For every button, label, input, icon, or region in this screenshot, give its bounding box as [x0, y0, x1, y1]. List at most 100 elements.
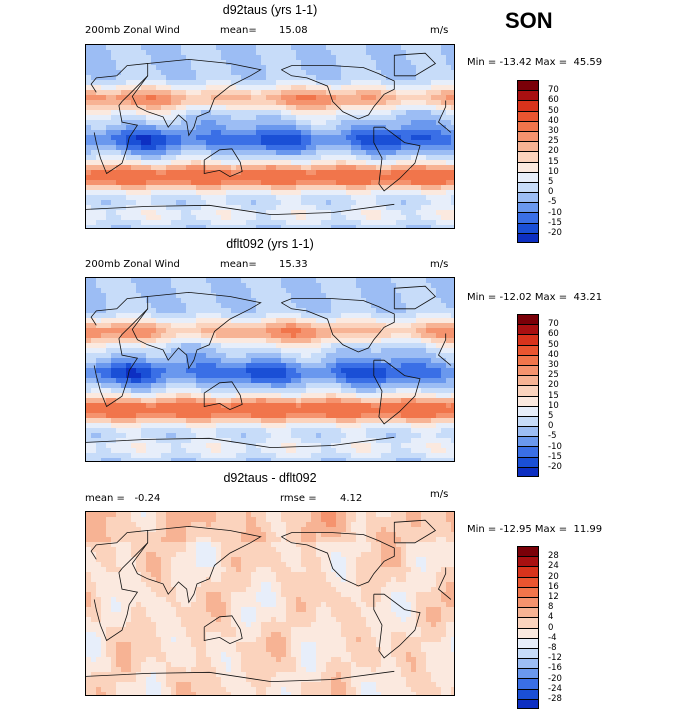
- season-label: SON: [505, 8, 553, 34]
- field-label: 200mb Zonal Wind: [85, 259, 180, 270]
- colorbar-swatch: [517, 365, 539, 375]
- colorbar-swatch: [517, 141, 539, 151]
- colorbar-tick-label: 60: [548, 96, 559, 105]
- colorbar-tick-label: 16: [548, 583, 559, 592]
- colorbar-tick-label: 24: [548, 562, 559, 571]
- colorbar-tick-label: -15: [548, 453, 562, 462]
- colorbar-swatch: [517, 90, 539, 100]
- colorbar-tick-label: 28: [548, 552, 559, 561]
- colorbar-swatch: [517, 111, 539, 121]
- min-max-text: Min = -12.02 Max = 43.21: [467, 292, 602, 303]
- colorbar-swatch: [517, 628, 539, 638]
- colorbar-tick-label: -12: [548, 654, 562, 663]
- stat-label: mean=: [220, 25, 257, 36]
- colorbar: [517, 314, 539, 477]
- colorbar-swatch: [517, 668, 539, 678]
- colorbar-tick-label: -24: [548, 685, 562, 694]
- stat-value: 15.08: [279, 25, 308, 36]
- colorbar-swatch: [517, 151, 539, 161]
- colorbar-swatch: [517, 385, 539, 395]
- colorbar-tick-label: -20: [548, 229, 562, 238]
- panel-title: d92taus - dflt092: [85, 471, 455, 485]
- colorbar-swatch: [517, 648, 539, 658]
- colorbar-swatch: [517, 658, 539, 668]
- colorbar-swatch: [517, 436, 539, 446]
- colorbar-swatch: [517, 355, 539, 365]
- colorbar-tick-label: 8: [548, 603, 553, 612]
- colorbar-swatch: [517, 607, 539, 617]
- colorbar-swatch: [517, 314, 539, 324]
- stat-label: rmse =: [280, 493, 317, 504]
- colorbar-swatch: [517, 80, 539, 90]
- colorbar-tick-label: 20: [548, 381, 559, 390]
- colorbar-tick-label: -15: [548, 219, 562, 228]
- colorbar-tick-label: -4: [548, 634, 556, 643]
- colorbar-tick-label: 10: [548, 168, 559, 177]
- colorbar-swatch: [517, 212, 539, 222]
- colorbar-swatch: [517, 100, 539, 110]
- colorbar-tick-label: 0: [548, 188, 553, 197]
- difference-map: [85, 511, 455, 696]
- colorbar-swatch: [517, 192, 539, 202]
- min-max-text: Min = -13.42 Max = 45.59: [467, 57, 602, 68]
- colorbar-tick-label: -28: [548, 695, 562, 704]
- colorbar-swatch: [517, 162, 539, 172]
- colorbar-tick-label: -16: [548, 664, 562, 673]
- field-label: mean = -0.24: [85, 493, 160, 504]
- colorbar-tick-label: 30: [548, 361, 559, 370]
- colorbar-swatch: [517, 446, 539, 456]
- colorbar-swatch: [517, 182, 539, 192]
- colorbar-swatch: [517, 577, 539, 587]
- zonal-wind-map: [85, 44, 455, 229]
- colorbar-tick-label: 12: [548, 593, 559, 602]
- colorbar-swatch: [517, 416, 539, 426]
- colorbar-swatch: [517, 324, 539, 334]
- colorbar-swatch: [517, 689, 539, 699]
- colorbar-swatch: [517, 426, 539, 436]
- colorbar-tick-label: -20: [548, 463, 562, 472]
- colorbar-tick-label: 10: [548, 402, 559, 411]
- colorbar-swatch: [517, 467, 539, 477]
- colorbar-tick-label: -20: [548, 675, 562, 684]
- panel-title: d92taus (yrs 1-1): [85, 3, 455, 17]
- colorbar-swatch: [517, 334, 539, 344]
- colorbar-tick-label: -8: [548, 644, 556, 653]
- colorbar-tick-label: -10: [548, 443, 562, 452]
- colorbar-swatch: [517, 617, 539, 627]
- zonal-wind-map: [85, 277, 455, 462]
- colorbar-tick-label: 30: [548, 127, 559, 136]
- colorbar-swatch: [517, 121, 539, 131]
- colorbar-tick-label: 70: [548, 320, 559, 329]
- units-label: m/s: [430, 489, 448, 500]
- colorbar-swatch: [517, 699, 539, 709]
- colorbar-swatch: [517, 556, 539, 566]
- colorbar: [517, 546, 539, 709]
- colorbar: [517, 80, 539, 243]
- colorbar-tick-label: 20: [548, 573, 559, 582]
- colorbar-tick-label: 20: [548, 147, 559, 156]
- colorbar-tick-label: 15: [548, 158, 559, 167]
- colorbar-swatch: [517, 233, 539, 243]
- colorbar-swatch: [517, 457, 539, 467]
- colorbar-swatch: [517, 375, 539, 385]
- colorbar-swatch: [517, 131, 539, 141]
- colorbar-tick-label: 15: [548, 392, 559, 401]
- stat-value: 4.12: [340, 493, 362, 504]
- colorbar-tick-label: 70: [548, 86, 559, 95]
- colorbar-swatch: [517, 345, 539, 355]
- colorbar-tick-label: -10: [548, 209, 562, 218]
- colorbar-tick-label: 5: [548, 178, 553, 187]
- field-label: 200mb Zonal Wind: [85, 25, 180, 36]
- colorbar-swatch: [517, 202, 539, 212]
- colorbar-swatch: [517, 172, 539, 182]
- colorbar-tick-label: 50: [548, 341, 559, 350]
- colorbar-tick-label: 0: [548, 422, 553, 431]
- colorbar-tick-label: 50: [548, 107, 559, 116]
- colorbar-swatch: [517, 638, 539, 648]
- colorbar-swatch: [517, 566, 539, 576]
- units-label: m/s: [430, 25, 448, 36]
- colorbar-tick-label: 40: [548, 351, 559, 360]
- stat-value: 15.33: [279, 259, 308, 270]
- units-label: m/s: [430, 259, 448, 270]
- colorbar-swatch: [517, 597, 539, 607]
